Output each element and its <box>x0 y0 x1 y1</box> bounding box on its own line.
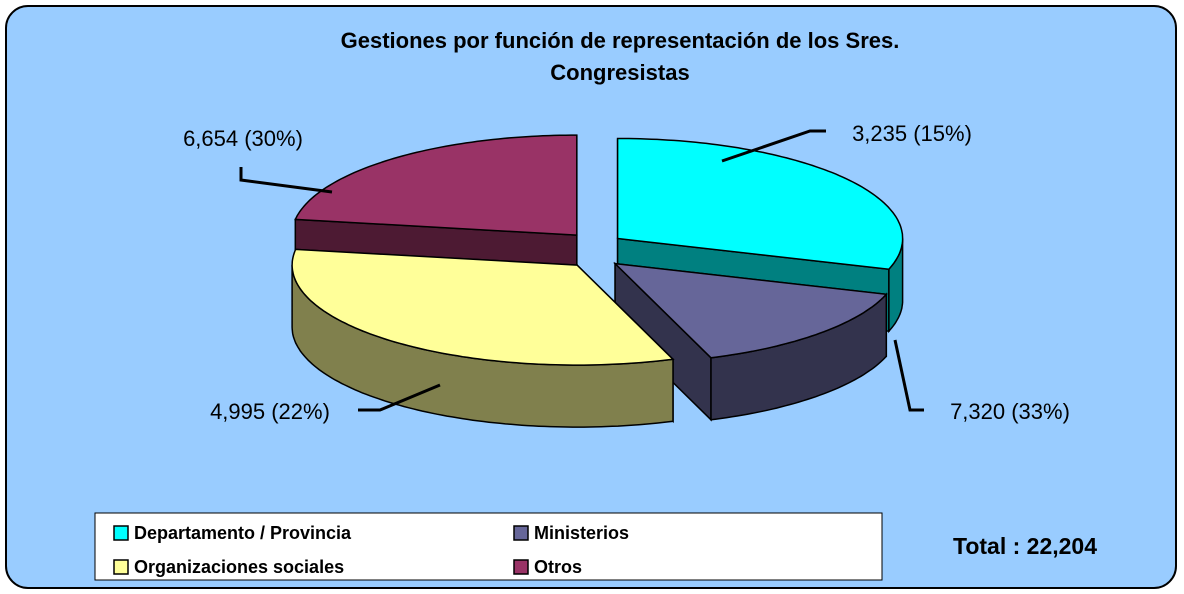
data-label: 7,320 (33%) <box>950 399 1070 424</box>
chart-title: Gestiones por función de representación … <box>341 28 900 53</box>
data-label: 6,654 (30%) <box>183 126 303 151</box>
legend-swatch <box>113 525 129 541</box>
legend-label: Departamento / Provincia <box>134 523 352 543</box>
pie <box>291 134 904 428</box>
legend-swatch <box>113 559 129 575</box>
data-label: 3,235 (15%) <box>852 121 972 146</box>
data-label: 4,995 (22%) <box>210 399 330 424</box>
legend-label: Ministerios <box>534 523 629 543</box>
total-annotation: Total : 22,204 <box>953 533 1097 559</box>
legend-swatch <box>513 525 529 541</box>
chart-title: Congresistas <box>550 60 689 85</box>
leader-line <box>721 129 826 163</box>
leader-line <box>893 339 924 412</box>
slice-top <box>291 248 675 366</box>
legend-box <box>94 512 883 581</box>
legend-label: Otros <box>534 557 582 577</box>
slice-top <box>294 134 578 236</box>
leader-line <box>239 167 333 194</box>
legend-label: Organizaciones sociales <box>134 557 344 577</box>
leader-line <box>358 383 441 412</box>
slice-top <box>613 262 888 359</box>
legend-swatch <box>513 559 529 575</box>
slice-top <box>616 137 904 270</box>
